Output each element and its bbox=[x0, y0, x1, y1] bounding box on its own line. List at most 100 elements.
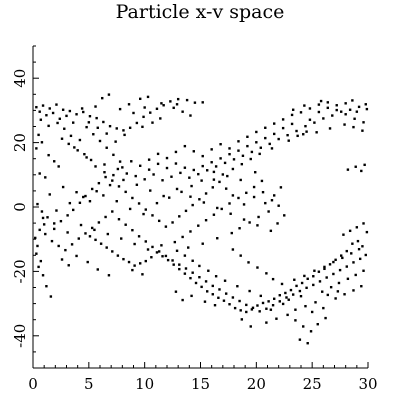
y-tick-label-0: -40 bbox=[11, 324, 29, 348]
data-point-454 bbox=[317, 103, 321, 106]
data-point-269 bbox=[365, 230, 369, 234]
data-point-378 bbox=[236, 285, 239, 288]
data-point-152 bbox=[184, 267, 188, 270]
data-point-204 bbox=[228, 303, 231, 306]
data-point-273 bbox=[47, 153, 50, 157]
data-point-330 bbox=[168, 196, 171, 199]
data-point-33 bbox=[118, 160, 122, 163]
data-point-181 bbox=[356, 239, 360, 243]
data-point-399 bbox=[95, 190, 98, 193]
data-point-326 bbox=[212, 170, 216, 174]
data-point-185 bbox=[334, 258, 337, 262]
data-point-402 bbox=[135, 183, 139, 186]
data-point-148 bbox=[157, 250, 161, 253]
data-point-460 bbox=[287, 139, 290, 142]
data-point-89 bbox=[147, 168, 151, 171]
data-point-34 bbox=[78, 138, 82, 142]
data-point-295 bbox=[123, 133, 126, 137]
data-point-387 bbox=[146, 248, 150, 251]
data-point-271 bbox=[40, 141, 44, 144]
data-point-274 bbox=[53, 160, 56, 163]
data-point-281 bbox=[107, 93, 111, 96]
data-point-59 bbox=[295, 129, 298, 133]
data-point-430 bbox=[103, 171, 106, 174]
data-point-245 bbox=[324, 316, 327, 320]
chart-title: Particle x-v space bbox=[116, 1, 285, 23]
data-point-86 bbox=[174, 162, 178, 165]
data-point-126 bbox=[204, 192, 208, 195]
data-point-449 bbox=[273, 122, 276, 125]
data-point-19 bbox=[162, 104, 165, 107]
data-point-334 bbox=[115, 200, 118, 203]
data-point-48 bbox=[197, 172, 200, 176]
data-point-455 bbox=[326, 101, 329, 104]
data-point-327 bbox=[200, 179, 203, 182]
data-point-287 bbox=[118, 107, 122, 111]
data-point-175 bbox=[338, 268, 342, 272]
data-point-158 bbox=[224, 292, 228, 295]
data-point-348 bbox=[303, 274, 306, 278]
data-point-478 bbox=[160, 102, 163, 105]
data-point-52 bbox=[232, 158, 236, 161]
data-point-318 bbox=[257, 215, 260, 219]
data-point-379 bbox=[223, 279, 227, 282]
data-point-0 bbox=[35, 105, 38, 109]
data-point-138 bbox=[90, 226, 94, 230]
data-point-475 bbox=[351, 99, 354, 102]
data-point-458 bbox=[353, 117, 356, 120]
data-point-364 bbox=[360, 285, 363, 288]
data-point-144 bbox=[131, 228, 134, 232]
data-point-254 bbox=[190, 294, 193, 298]
data-point-258 bbox=[96, 268, 99, 271]
data-point-465 bbox=[249, 157, 252, 161]
data-point-98 bbox=[363, 163, 366, 167]
data-point-145 bbox=[137, 235, 141, 238]
y-ticks: -40 -20 0 20 40 bbox=[11, 45, 39, 369]
data-point-227 bbox=[99, 242, 103, 245]
data-point-7 bbox=[82, 110, 85, 114]
data-point-469 bbox=[212, 178, 216, 181]
data-point-311 bbox=[173, 240, 177, 244]
data-point-474 bbox=[365, 107, 369, 111]
data-point-339 bbox=[48, 193, 51, 196]
data-point-3 bbox=[55, 103, 58, 106]
data-point-81 bbox=[219, 157, 222, 160]
data-point-183 bbox=[345, 249, 348, 253]
data-point-346 bbox=[280, 282, 284, 286]
data-point-431 bbox=[112, 173, 115, 177]
data-point-106 bbox=[72, 208, 75, 212]
data-point-180 bbox=[361, 245, 364, 248]
data-point-323 bbox=[254, 171, 257, 174]
data-point-56 bbox=[268, 142, 271, 146]
data-point-441 bbox=[201, 154, 204, 158]
data-point-173 bbox=[325, 276, 328, 279]
data-point-73 bbox=[290, 122, 294, 126]
data-point-280 bbox=[101, 96, 104, 100]
data-point-350 bbox=[323, 265, 326, 269]
data-point-50 bbox=[214, 165, 218, 168]
data-point-297 bbox=[105, 132, 108, 135]
data-point-186 bbox=[328, 263, 332, 266]
data-point-72 bbox=[308, 118, 312, 121]
data-point-451 bbox=[290, 113, 294, 117]
data-point-388 bbox=[133, 242, 136, 246]
data-point-116 bbox=[137, 202, 141, 205]
data-point-189 bbox=[312, 275, 315, 278]
data-point-448 bbox=[264, 126, 267, 129]
data-point-12 bbox=[115, 127, 118, 130]
data-point-22 bbox=[185, 98, 189, 102]
data-point-302 bbox=[245, 191, 248, 195]
data-point-212 bbox=[183, 272, 187, 275]
data-point-150 bbox=[171, 259, 174, 262]
data-point-70 bbox=[335, 104, 338, 107]
data-point-79 bbox=[237, 149, 240, 152]
data-point-122 bbox=[178, 215, 181, 218]
data-point-328 bbox=[190, 184, 193, 188]
data-point-241 bbox=[294, 319, 297, 322]
data-point-443 bbox=[219, 143, 222, 146]
data-point-398 bbox=[82, 195, 85, 199]
data-point-83 bbox=[201, 164, 204, 168]
data-point-401 bbox=[122, 178, 125, 182]
data-point-322 bbox=[279, 186, 283, 189]
